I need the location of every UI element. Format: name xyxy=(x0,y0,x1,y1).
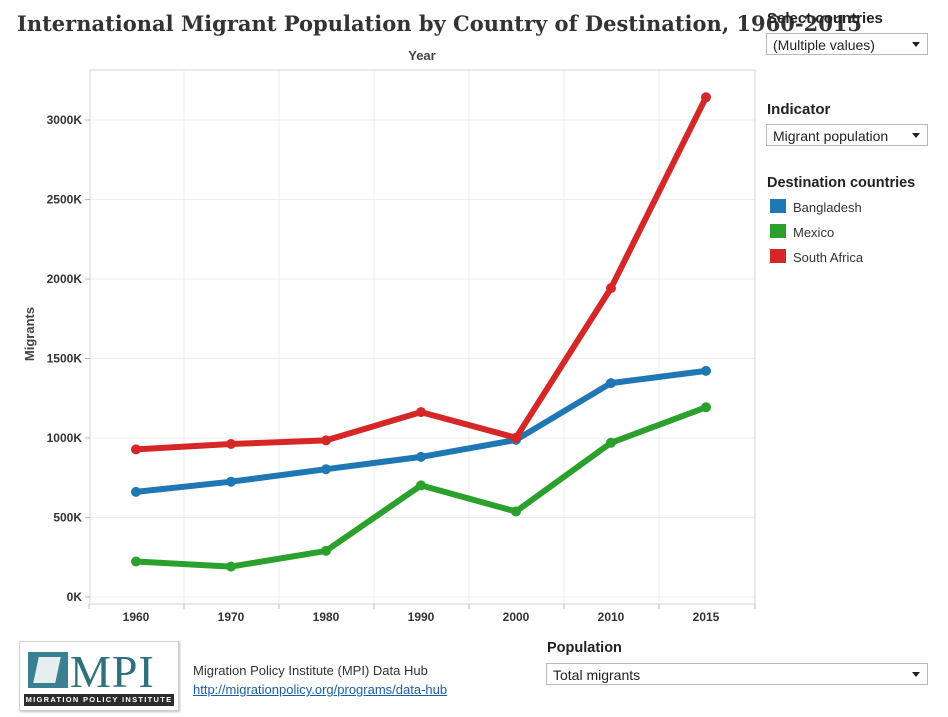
x-tick-label: 1990 xyxy=(408,610,435,624)
data-point-mexico[interactable] xyxy=(226,561,236,572)
series-line-bangladesh[interactable] xyxy=(133,367,709,495)
y-tick-label: 3000K xyxy=(47,113,83,127)
indicator-value: Migrant population xyxy=(773,128,889,144)
select-countries-dropdown[interactable]: (Multiple values) xyxy=(766,33,928,55)
legend-label: Mexico xyxy=(793,225,835,240)
y-tick-label: 1000K xyxy=(47,431,83,445)
data-point-bangladesh[interactable] xyxy=(226,476,236,487)
y-axis-title: Migrants xyxy=(22,307,37,361)
x-tick-label: 2010 xyxy=(598,610,625,624)
source-name: Migration Policy Institute (MPI) Data Hu… xyxy=(193,663,428,678)
source-link[interactable]: http://migrationpolicy.org/programs/data… xyxy=(193,682,448,697)
population-dropdown[interactable]: Total migrants xyxy=(546,663,928,685)
plot-border xyxy=(89,69,756,605)
data-point-south-africa[interactable] xyxy=(701,92,711,103)
data-point-mexico[interactable] xyxy=(321,545,331,556)
select-countries-value: (Multiple values) xyxy=(773,37,875,53)
data-point-south-africa[interactable] xyxy=(511,432,521,443)
data-point-mexico[interactable] xyxy=(606,437,616,448)
x-tick-label: 1980 xyxy=(313,610,340,624)
x-tick-label: 2015 xyxy=(693,610,720,624)
data-point-south-africa[interactable] xyxy=(321,435,331,446)
legend-label: South Africa xyxy=(793,250,864,265)
data-point-south-africa[interactable] xyxy=(606,283,616,294)
y-tick-label: 0K xyxy=(67,590,83,604)
indicator-label: Indicator xyxy=(767,101,831,118)
data-point-mexico[interactable] xyxy=(416,480,426,491)
logo-wordmark: MPI xyxy=(70,646,155,697)
x-axis-ticks: 1960 1970 1980 1990 2000 2010 2015 xyxy=(88,604,756,624)
mpi-logo[interactable]: MPI MIGRATION POLICY INSTITUTE xyxy=(19,641,179,711)
data-point-south-africa[interactable] xyxy=(416,407,426,418)
y-tick-label: 2500K xyxy=(47,193,83,207)
series-line-south-africa[interactable] xyxy=(133,94,709,453)
y-tick-label: 2000K xyxy=(47,272,83,286)
logo-subtext: MIGRATION POLICY INSTITUTE xyxy=(25,695,173,704)
series-lines xyxy=(131,92,711,572)
select-countries-label: Select countries xyxy=(767,10,883,27)
data-point-bangladesh[interactable] xyxy=(416,451,426,462)
legend-label: Bangladesh xyxy=(793,200,862,215)
chart-title: International Migrant Population by Coun… xyxy=(17,11,863,36)
legend-swatch xyxy=(770,199,786,213)
x-tick-label: 1970 xyxy=(218,610,245,624)
x-tick-label: 2000 xyxy=(503,610,530,624)
legend-swatch xyxy=(770,224,786,238)
population-label: Population xyxy=(547,640,622,656)
data-point-bangladesh[interactable] xyxy=(131,486,141,497)
population-value: Total migrants xyxy=(553,667,641,683)
plot-frame xyxy=(89,69,756,605)
legend-title: Destination countries xyxy=(767,175,916,191)
line-chart: 0K 500K 1000K 1500K 2000K 2500K 3000K 1960 1970… xyxy=(22,48,756,624)
chevron-down-icon xyxy=(912,42,920,47)
logo-band: MIGRATION POLICY INSTITUTE xyxy=(24,694,174,706)
y-tick-label: 1500K xyxy=(47,352,83,366)
data-point-mexico[interactable] xyxy=(131,556,141,567)
data-point-mexico[interactable] xyxy=(511,506,521,517)
x-tick-label: 1960 xyxy=(123,610,150,624)
legend-swatch xyxy=(770,249,786,263)
y-axis-ticks: 0K 500K 1000K 1500K 2000K 2500K 3000K xyxy=(47,113,90,604)
data-point-bangladesh[interactable] xyxy=(701,365,711,376)
data-point-south-africa[interactable] xyxy=(131,444,141,455)
data-point-south-africa[interactable] xyxy=(226,439,236,449)
data-point-bangladesh[interactable] xyxy=(606,378,616,389)
y-tick-label: 500K xyxy=(53,511,82,525)
chevron-down-icon xyxy=(912,133,920,138)
indicator-dropdown[interactable]: Migrant population xyxy=(766,124,928,146)
data-point-mexico[interactable] xyxy=(701,402,711,413)
grid-lines xyxy=(90,70,755,604)
data-point-bangladesh[interactable] xyxy=(321,464,331,475)
x-axis-title: Year xyxy=(408,48,435,63)
chevron-down-icon xyxy=(912,672,920,677)
